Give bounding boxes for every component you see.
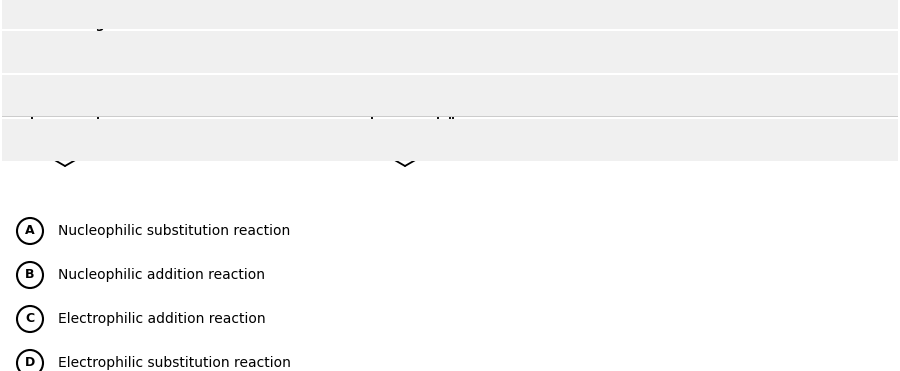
Text: The following reaction is;: The following reaction is; — [10, 18, 187, 31]
Text: CH$_3$CH$_2$COCl: CH$_3$CH$_2$COCl — [135, 119, 229, 137]
Text: O: O — [446, 60, 456, 73]
Text: D: D — [25, 357, 35, 370]
Text: C: C — [25, 312, 34, 325]
Text: A: A — [25, 224, 35, 237]
Text: Nucleophilic addition reaction: Nucleophilic addition reaction — [58, 268, 265, 282]
Text: CH$_2$CH$_3$: CH$_2$CH$_3$ — [460, 133, 509, 148]
Text: Electrophilic substitution reaction: Electrophilic substitution reaction — [58, 356, 291, 370]
Text: Electrophilic addition reaction: Electrophilic addition reaction — [58, 312, 266, 326]
Text: +: + — [111, 119, 125, 137]
Text: Nucleophilic substitution reaction: Nucleophilic substitution reaction — [58, 224, 290, 238]
Text: B: B — [25, 269, 35, 282]
Text: Anhy.AlCl₃: Anhy.AlCl₃ — [284, 102, 338, 112]
